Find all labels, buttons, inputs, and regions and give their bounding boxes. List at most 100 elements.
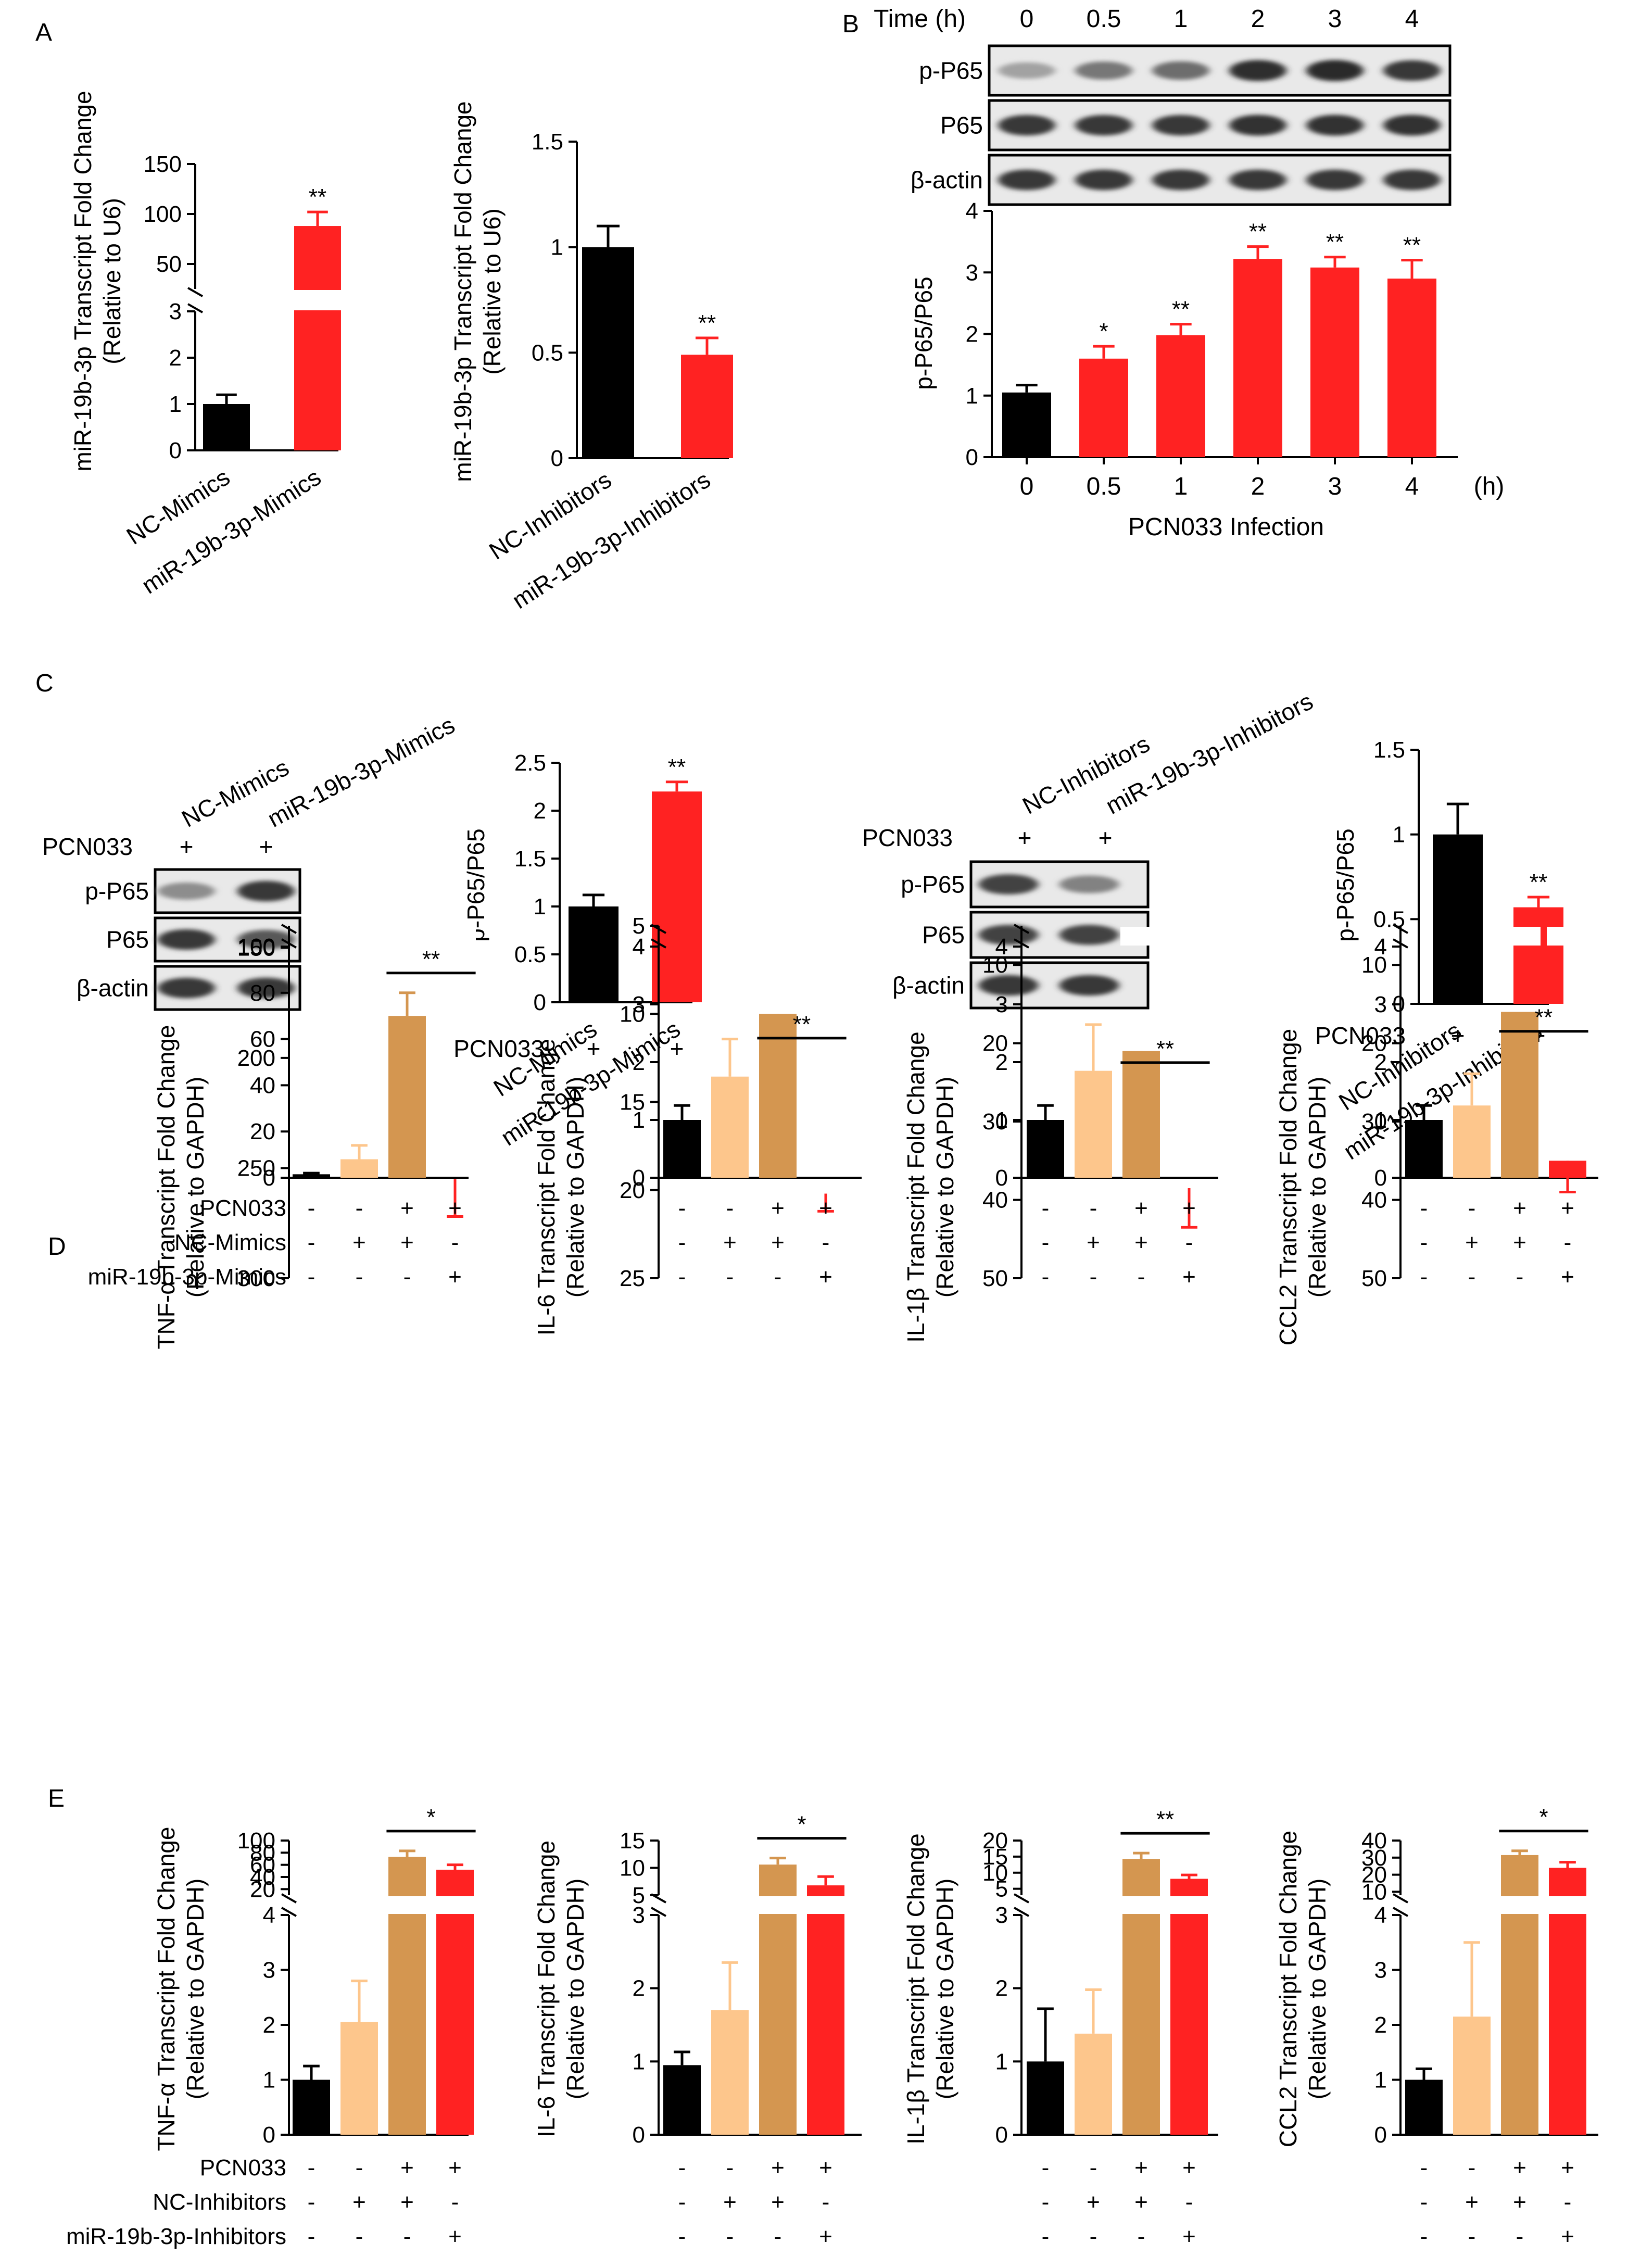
treatment_E-sign: - <box>1042 2189 1050 2215</box>
treatment_D-sign: + <box>352 1230 366 1255</box>
a1-y-tick-label: 50 <box>156 251 182 277</box>
b-x-label: PCN033 Infection <box>1128 513 1324 541</box>
blot_B-band-0-2 <box>1152 61 1209 80</box>
b-y-tick-label: 0 <box>966 445 978 470</box>
d2-y-tick-label: 10 <box>620 1001 645 1027</box>
e3-bar-break-gap <box>1168 1896 1210 1914</box>
blot_C2-row-label: p-P65 <box>901 871 965 898</box>
blot_C2-row-label: P65 <box>922 922 965 949</box>
treatment_D-sign: + <box>1561 1264 1574 1290</box>
treatment_D-sign: + <box>400 1230 414 1255</box>
blot_C1-lane-label: miR-19b-3p-Mimics <box>263 711 459 833</box>
a1-y-label: miR-19b-3p Transcript Fold Change <box>69 91 96 471</box>
c2-sig-label: ** <box>1530 870 1547 895</box>
treatment_E-sign: + <box>400 2155 414 2181</box>
treatment_D-sign: - <box>678 1264 686 1290</box>
b-category-label: 1 <box>1174 473 1188 500</box>
treatment_E-sign: - <box>726 2224 734 2249</box>
blot_B-band-0-0 <box>998 62 1055 79</box>
d2-bar-0 <box>663 1120 701 1178</box>
blot_B-time-value: 1 <box>1174 5 1188 33</box>
d2-y-tick-label: 20 <box>620 1178 645 1203</box>
treatment_E-sign: - <box>678 2224 686 2249</box>
a1-axis-break-mark <box>187 287 203 297</box>
d4-bar-0 <box>1405 1120 1443 1178</box>
d3-bar-1 <box>1075 1070 1112 1178</box>
treatment_E-sign: - <box>1042 2224 1050 2249</box>
b-bar-0 <box>1002 392 1051 457</box>
blot_B-band-0-5 <box>1383 60 1441 81</box>
treatment_D-sign: - <box>1090 1195 1097 1221</box>
d3-y-label-sub: (Relative to GAPDH) <box>931 1077 958 1297</box>
e2-y-tick-label: 5 <box>633 1883 645 1908</box>
d1-bar-2 <box>388 1016 426 1178</box>
e2-axis-break-mark <box>651 1893 666 1904</box>
e3-y-tick-label: 10 <box>982 1860 1008 1886</box>
treatment_E-sign: + <box>1465 2189 1479 2215</box>
e2-y-tick-label: 15 <box>620 1828 645 1854</box>
d3-y-tick-label: 4 <box>995 934 1008 960</box>
treatment_E-sign: - <box>774 2224 782 2249</box>
e3-axis-break-mark <box>1014 1893 1029 1904</box>
c1-y-tick-label: 0.5 <box>514 942 546 967</box>
treatment_D-sign: - <box>678 1195 686 1221</box>
e4-y-tick-label: 2 <box>1374 2012 1387 2038</box>
treatment_E-sign: - <box>1420 2155 1428 2181</box>
e4-y-tick-label: 10 <box>1361 1879 1387 1905</box>
e4-y-tick-label: 0 <box>1374 2122 1387 2148</box>
e1-bar-break-gap <box>386 1896 428 1914</box>
c2-y-tick-label: 1 <box>1393 822 1405 848</box>
treatment_E-sign: - <box>1042 2155 1050 2181</box>
d2-y-tick-label: 4 <box>633 934 645 960</box>
d1-y-tick-label: 300 <box>237 1266 275 1291</box>
e2-bar-break-gap <box>805 1896 847 1914</box>
blot_C2-band-2-1 <box>1059 975 1119 996</box>
e1-bar-1 <box>340 2022 378 2135</box>
d2-axis-break-mark <box>651 938 666 949</box>
d4-bar-break-gap <box>1547 927 1588 946</box>
treatment_E-sign: - <box>451 2189 459 2215</box>
blot_B-time-label: Time (h) <box>874 5 966 33</box>
treatment_E-sign: - <box>1564 2189 1572 2215</box>
d2-axis-break-mark <box>651 924 666 934</box>
blot_B-band-0-1 <box>1075 61 1132 80</box>
b-sig-label: ** <box>1403 233 1421 258</box>
d2-y-tick-label: 5 <box>633 913 645 939</box>
a2-y-tick-label: 0.5 <box>532 340 563 366</box>
e3-y-label-sub: (Relative to GAPDH) <box>931 1879 958 2099</box>
e3-bar-0 <box>1027 2061 1064 2135</box>
e2-y-tick-label: 3 <box>633 1902 645 1928</box>
e4-y-tick-label: 30 <box>1361 1845 1387 1871</box>
blot_C1-row-label: β-actin <box>77 975 149 1002</box>
e4-axis-break-mark <box>1393 1907 1408 1917</box>
e2-y-label-sub: (Relative to GAPDH) <box>562 1879 589 2099</box>
treatment_E-row-label: PCN033 <box>200 2155 286 2181</box>
d1-axis-break-mark <box>281 924 297 934</box>
e4-y-label: CCL2 Transcript Fold Change <box>1274 1831 1302 2148</box>
blot_B-time-value: 3 <box>1328 5 1342 33</box>
d3-bar-break-gap <box>1120 927 1162 946</box>
blot_C1-pcn-label: PCN033 <box>42 833 133 860</box>
d3-axis-break-mark <box>1014 938 1029 949</box>
b-y-label: p-P65/P65 <box>910 276 937 389</box>
treatment_D-sign: - <box>1420 1264 1428 1290</box>
c1-y-tick-label: 1.5 <box>514 846 546 872</box>
c2-pcn-label: PCN033 <box>1315 1022 1406 1049</box>
treatment_E-sign: - <box>1516 2224 1524 2249</box>
e4-bar-0 <box>1405 2080 1443 2135</box>
blot_B-time-value: 2 <box>1251 5 1265 33</box>
e2-y-tick-label: 2 <box>633 1976 645 2001</box>
a2-y-tick-label: 0 <box>551 446 563 471</box>
e4-bar-break-gap <box>1547 1896 1588 1914</box>
treatment_E-sign: - <box>1420 2224 1428 2249</box>
treatment_E-sign: + <box>1087 2189 1100 2215</box>
d4-axis-break-mark <box>1393 924 1408 934</box>
e3-sig-label: ** <box>1156 1807 1174 1832</box>
e4-sig-label: * <box>1539 1805 1548 1830</box>
d1-y-tick-label: 60 <box>250 1027 275 1052</box>
a1-y-tick-label: 100 <box>144 201 182 227</box>
treatment_D-sign: + <box>1513 1230 1526 1255</box>
treatment_E-sign: + <box>771 2189 785 2215</box>
treatment_D-row-label: NC-Mimics <box>174 1230 286 1255</box>
